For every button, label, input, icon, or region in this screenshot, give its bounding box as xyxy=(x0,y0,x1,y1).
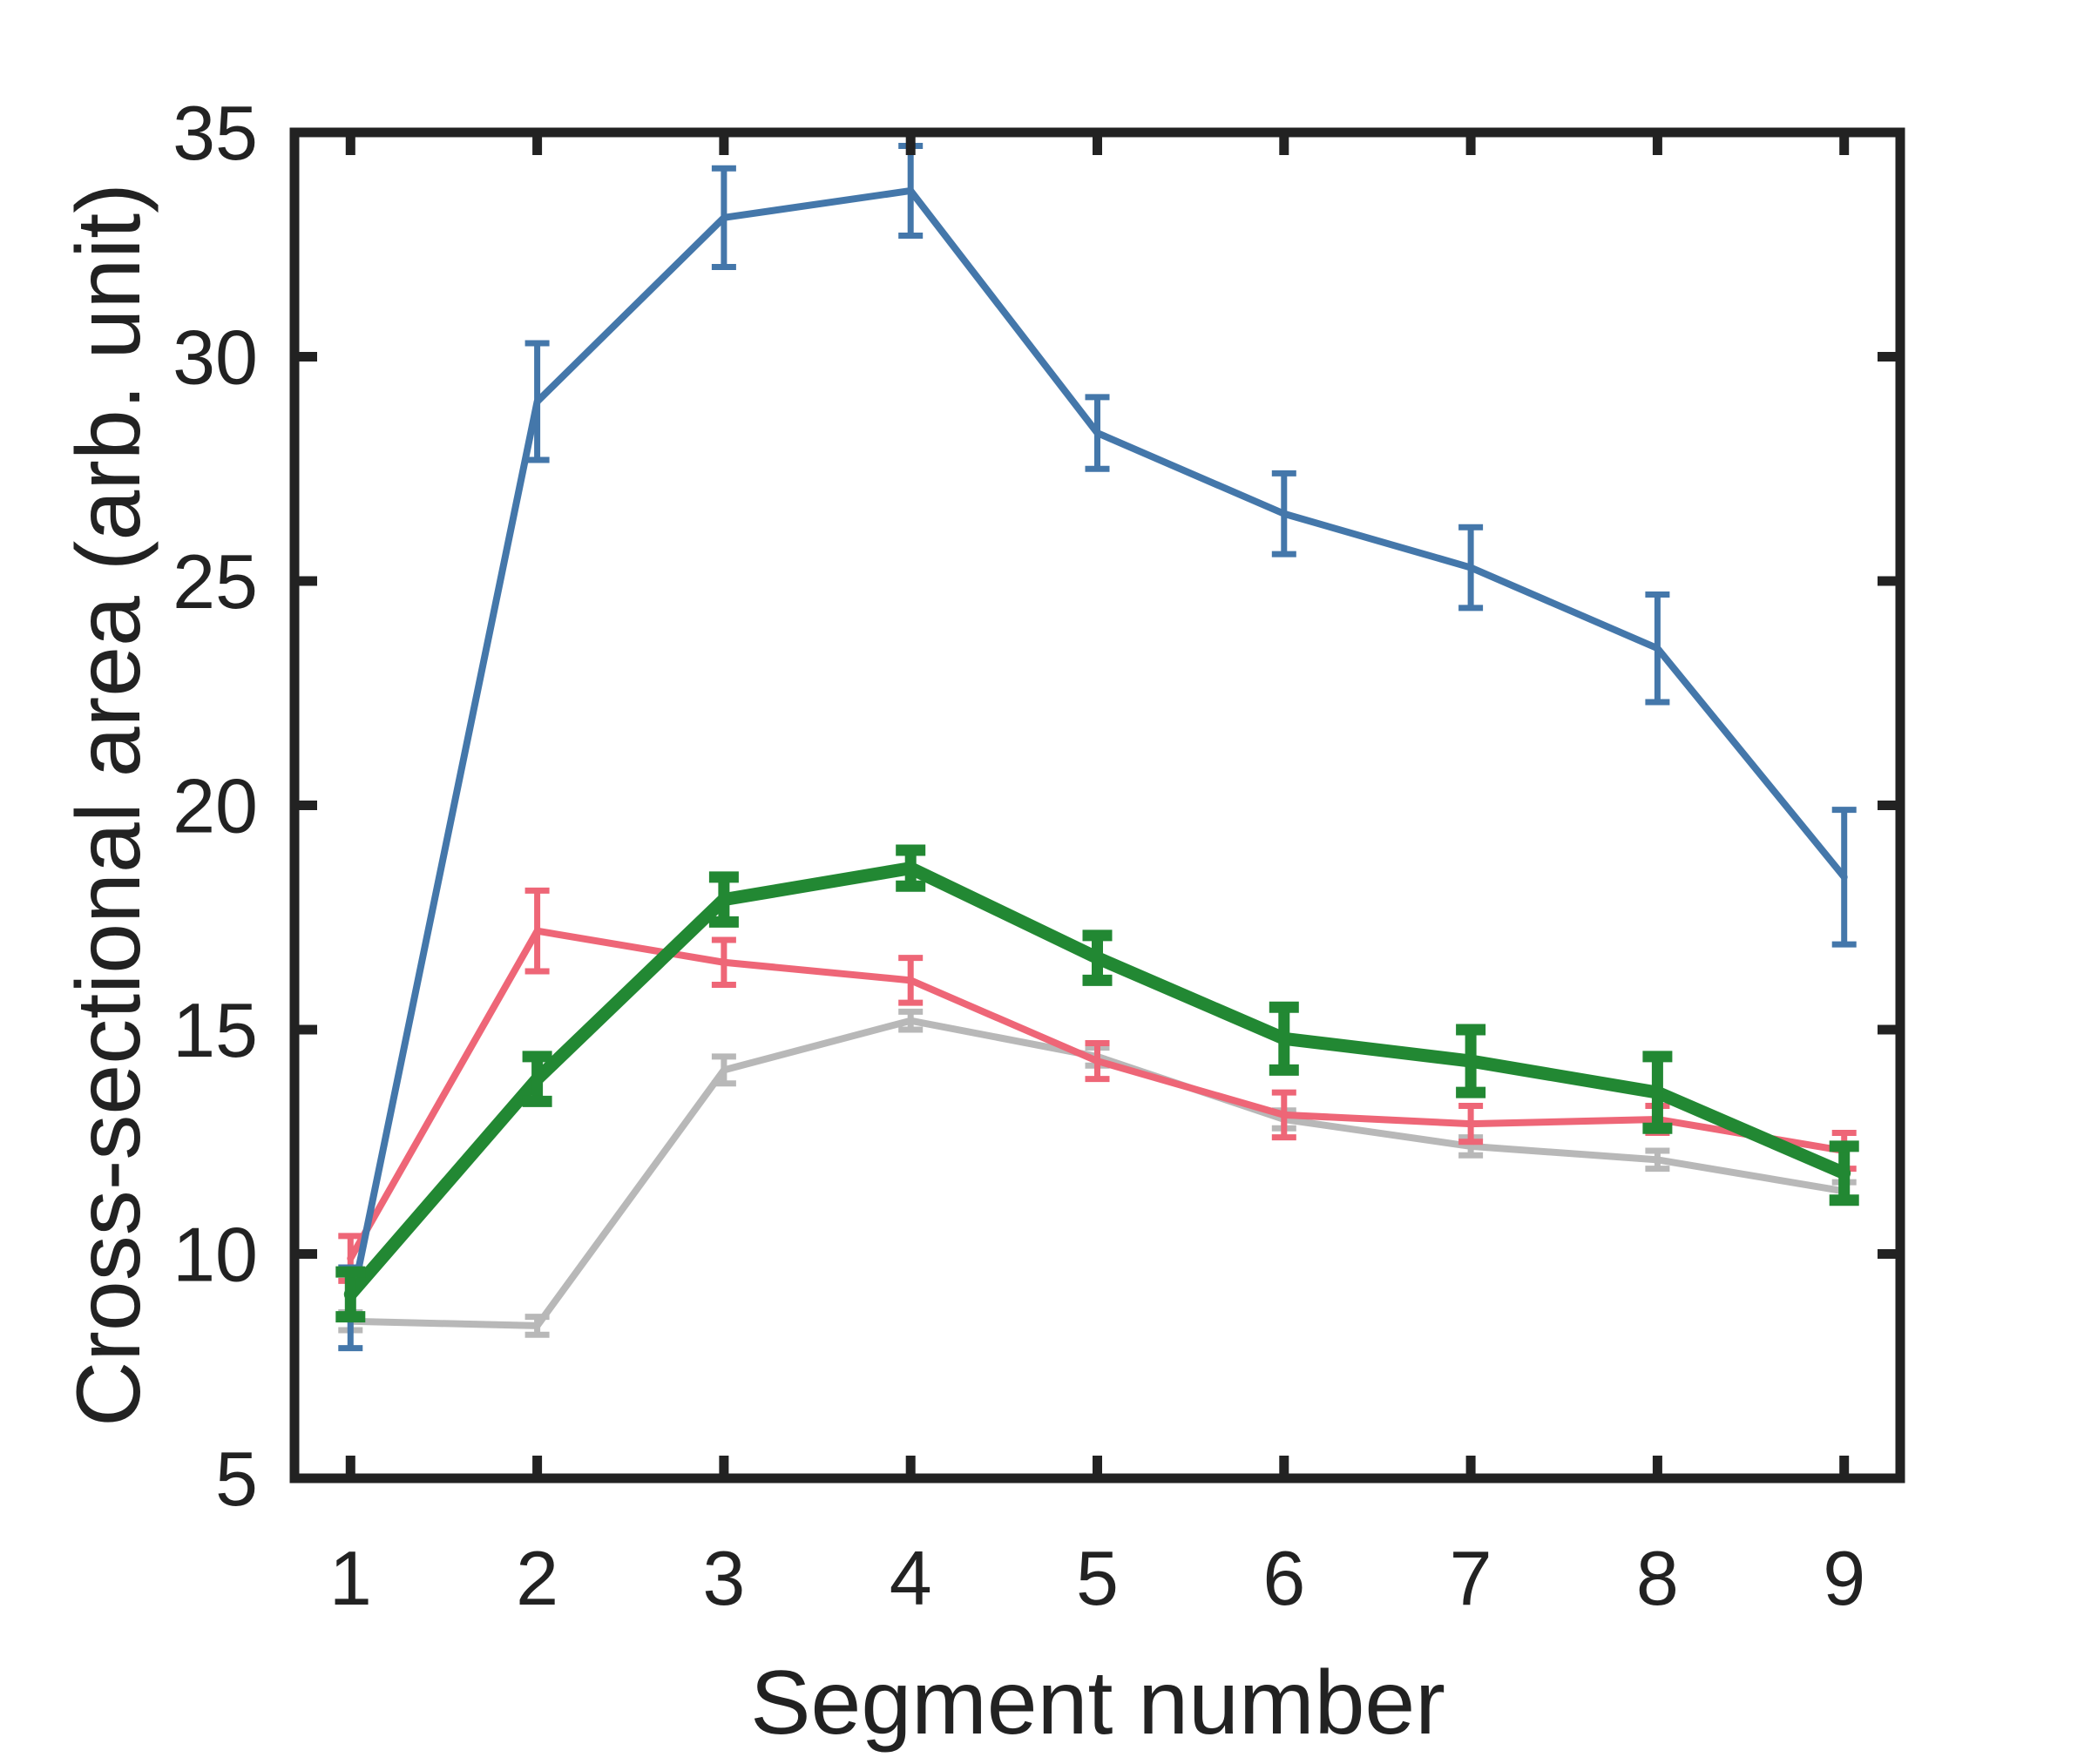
error-bar xyxy=(1269,1001,1299,1076)
error-bar xyxy=(711,1053,736,1087)
error-bar xyxy=(1642,1051,1673,1134)
x-tick-label: 1 xyxy=(329,1535,372,1621)
series-2 xyxy=(338,142,1857,1352)
y-tick-label: 20 xyxy=(173,763,258,849)
x-axis-label: Segment number xyxy=(750,1652,1445,1754)
error-bar xyxy=(1456,1024,1486,1098)
error-bar xyxy=(898,955,924,1006)
y-tick-label: 10 xyxy=(173,1212,258,1298)
x-tick-label: 7 xyxy=(1450,1535,1492,1621)
error-bar xyxy=(708,871,739,928)
error-bar xyxy=(1085,1039,1110,1083)
y-tick-label: 35 xyxy=(173,90,258,176)
error-bar xyxy=(1085,394,1110,472)
error-bar xyxy=(896,844,926,892)
series-1 xyxy=(338,887,1857,1284)
error-bar xyxy=(1082,929,1113,986)
error-bar xyxy=(1829,1140,1859,1206)
error-bar xyxy=(1271,470,1296,558)
y-axis-label: Cross-sectional area (arb. unit) xyxy=(58,183,159,1427)
plot-marks xyxy=(335,142,1859,1352)
error-bar xyxy=(1645,591,1670,706)
x-tick-label: 2 xyxy=(516,1535,558,1621)
error-bar xyxy=(524,340,550,463)
x-tick-label: 4 xyxy=(890,1535,932,1621)
x-tick-label: 5 xyxy=(1076,1535,1119,1621)
x-tick-label: 3 xyxy=(702,1535,745,1621)
axis-ticks xyxy=(294,127,1900,1484)
series-line-2 xyxy=(347,186,1848,1312)
series-3 xyxy=(335,844,1859,1323)
y-tick-label: 25 xyxy=(173,538,258,625)
plot-frame xyxy=(289,127,1905,1484)
error-bar xyxy=(1831,807,1857,948)
error-bar xyxy=(1458,1103,1484,1146)
x-tick-label: 9 xyxy=(1823,1535,1865,1621)
x-tick-label: 8 xyxy=(1636,1535,1679,1621)
error-bar xyxy=(524,1314,550,1338)
error-bar xyxy=(1271,1089,1296,1141)
error-bar xyxy=(522,1051,552,1107)
y-tick-label: 15 xyxy=(173,987,258,1073)
y-tick-label: 5 xyxy=(215,1436,258,1522)
error-bar xyxy=(1645,1147,1670,1173)
error-bar xyxy=(335,1266,366,1323)
error-bar xyxy=(711,936,736,988)
error-bar xyxy=(898,1008,924,1033)
error-bar xyxy=(711,165,736,270)
y-tick-label: 30 xyxy=(173,314,258,401)
tick-labels: 1 2 3 4 5 6 7 8 9 5 10 15 20 25 30 35 xyxy=(173,90,1865,1621)
x-tick-label: 6 xyxy=(1262,1535,1305,1621)
error-bar xyxy=(1458,524,1484,612)
error-bar xyxy=(524,887,550,975)
